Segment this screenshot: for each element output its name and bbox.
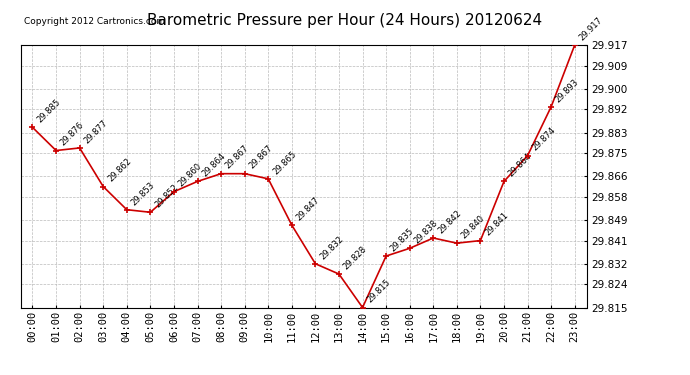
Text: 29.862: 29.862 <box>106 157 133 184</box>
Text: 29.853: 29.853 <box>130 180 157 207</box>
Text: Barometric Pressure per Hour (24 Hours) 20120624: Barometric Pressure per Hour (24 Hours) … <box>148 13 542 28</box>
Text: 29.815: 29.815 <box>365 278 392 305</box>
Text: 29.852: 29.852 <box>153 183 180 210</box>
Text: 29.917: 29.917 <box>578 15 604 42</box>
Text: 29.828: 29.828 <box>342 244 368 271</box>
Text: 29.865: 29.865 <box>271 149 298 176</box>
Text: 29.835: 29.835 <box>389 226 416 253</box>
Text: 29.876: 29.876 <box>59 121 86 148</box>
Text: 29.893: 29.893 <box>554 77 581 104</box>
Text: 29.847: 29.847 <box>295 195 322 222</box>
Text: 29.877: 29.877 <box>82 118 110 145</box>
Text: 29.867: 29.867 <box>248 144 275 171</box>
Text: 29.874: 29.874 <box>531 126 558 153</box>
Text: Copyright 2012 Cartronics.com: Copyright 2012 Cartronics.com <box>24 17 166 26</box>
Text: 29.838: 29.838 <box>413 219 440 246</box>
Text: 29.832: 29.832 <box>318 234 345 261</box>
Text: 29.867: 29.867 <box>224 144 251 171</box>
Text: 29.860: 29.860 <box>177 162 204 189</box>
Text: 29.840: 29.840 <box>460 213 486 240</box>
Text: 29.864: 29.864 <box>506 152 534 178</box>
Text: 29.842: 29.842 <box>436 209 463 235</box>
Text: 29.864: 29.864 <box>200 152 227 178</box>
Text: 29.885: 29.885 <box>35 98 62 124</box>
Text: 29.841: 29.841 <box>483 211 510 238</box>
